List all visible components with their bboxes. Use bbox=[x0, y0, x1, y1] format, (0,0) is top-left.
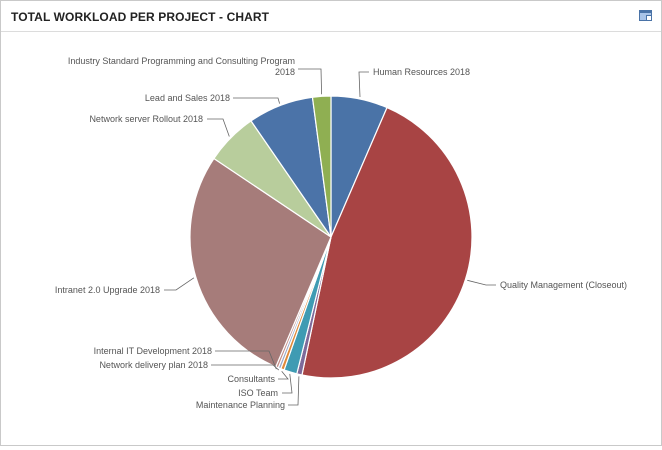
pie-slices bbox=[189, 95, 473, 379]
leader-line bbox=[278, 370, 289, 380]
pie-slice[interactable] bbox=[189, 157, 332, 368]
leader-line bbox=[211, 364, 280, 371]
panel-title: TOTAL WORKLOAD PER PROJECT - CHART bbox=[11, 10, 270, 24]
slice-label: Industry Standard Programming and Consul… bbox=[68, 56, 295, 77]
leader-line bbox=[215, 350, 277, 370]
slice-label: Network delivery plan 2018 bbox=[99, 360, 208, 370]
slice-label: Lead and Sales 2018 bbox=[145, 93, 230, 103]
pie-chart: Human Resources 2018 Quality Management (… bbox=[55, 56, 627, 410]
slice-label: Intranet 2.0 Upgrade 2018 bbox=[55, 285, 160, 295]
panel-header: TOTAL WORKLOAD PER PROJECT - CHART bbox=[1, 1, 661, 32]
window-restore-icon[interactable] bbox=[639, 8, 653, 22]
leader-line bbox=[358, 71, 369, 98]
pie-leader-lines bbox=[164, 68, 496, 406]
leader-line bbox=[207, 118, 230, 137]
leader-line bbox=[233, 97, 280, 104]
slice-label: Quality Management (Closeout) bbox=[500, 280, 627, 290]
chart-area: Human Resources 2018 Quality Management (… bbox=[1, 32, 661, 445]
slice-label: Network server Rollout 2018 bbox=[89, 114, 203, 124]
pie-slice[interactable] bbox=[301, 106, 473, 379]
leader-line bbox=[282, 373, 293, 394]
leader-line bbox=[164, 277, 195, 291]
slice-label: ISO Team bbox=[238, 388, 278, 398]
pie-slice[interactable] bbox=[311, 95, 332, 238]
slice-label: Maintenance Planning bbox=[196, 400, 285, 410]
pie-labels: Human Resources 2018 Quality Management (… bbox=[55, 56, 627, 410]
slice-label: Consultants bbox=[227, 374, 275, 384]
leader-line bbox=[298, 68, 322, 95]
leader-line bbox=[288, 376, 300, 406]
slice-label: Human Resources 2018 bbox=[373, 67, 470, 77]
slice-label: Internal IT Development 2018 bbox=[94, 346, 212, 356]
leader-line bbox=[467, 279, 496, 286]
